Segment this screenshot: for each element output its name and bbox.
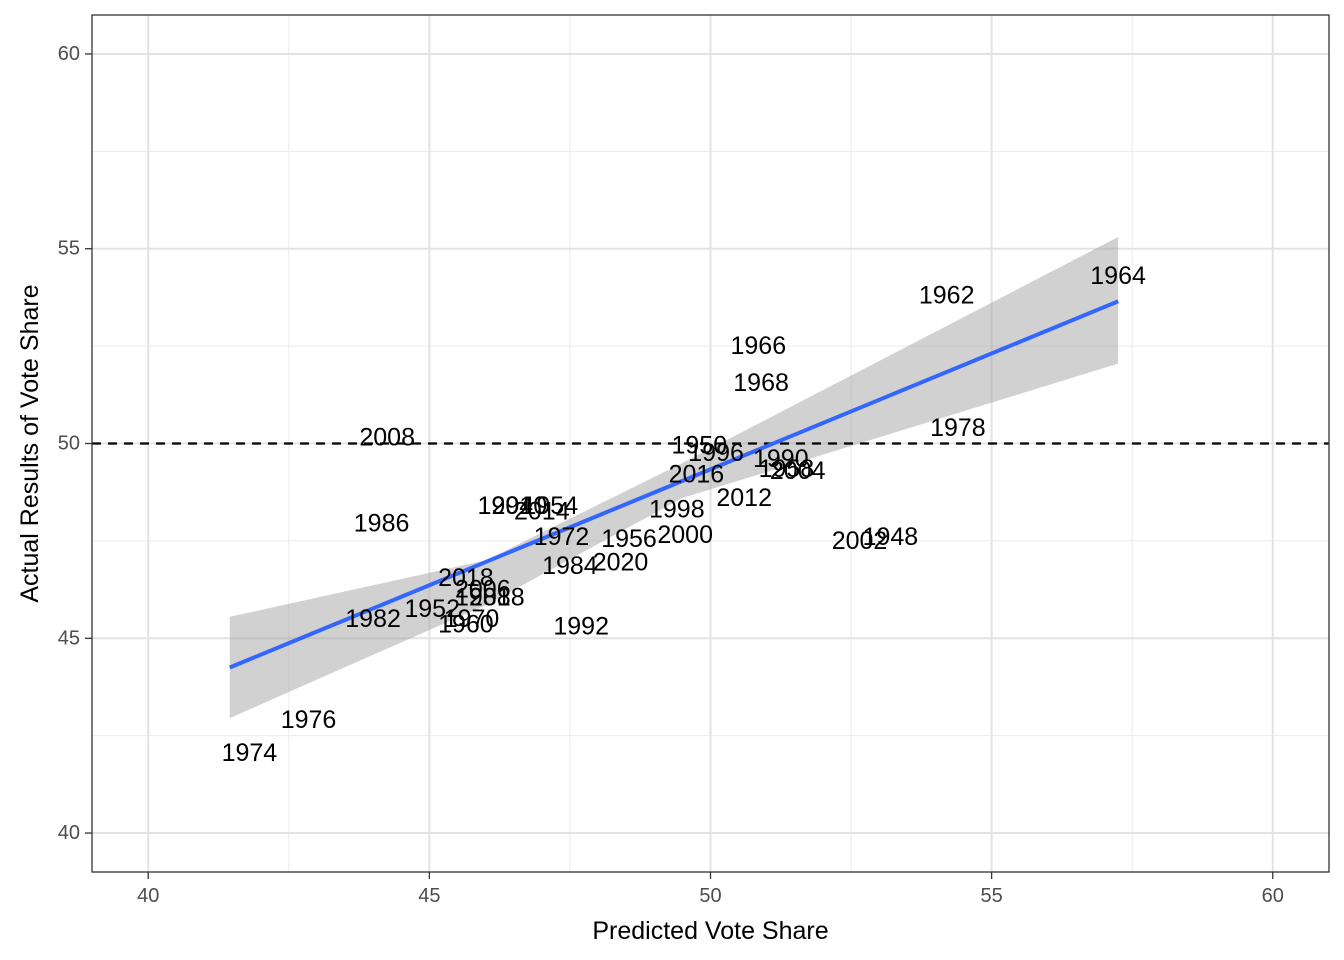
- y-tick-label: 55: [58, 238, 80, 260]
- point-label: 1958: [759, 455, 815, 483]
- point-label: 1992: [553, 613, 609, 641]
- point-label: 2004: [770, 457, 826, 485]
- y-tick-label: 60: [58, 43, 80, 65]
- point-label: 1984: [542, 552, 598, 580]
- point-label: 2018: [469, 583, 525, 611]
- fit-line: [228, 299, 1119, 670]
- point-label: 1964: [1090, 262, 1146, 290]
- point-label: 1962: [919, 282, 975, 310]
- point-label: 2000: [657, 521, 713, 549]
- point-label: 1972: [534, 523, 590, 551]
- fit-line-group: [228, 299, 1119, 670]
- point-label: 2018: [438, 564, 494, 592]
- x-tick-label: 55: [981, 885, 1003, 907]
- point-label: 1948: [863, 523, 919, 551]
- point-label: 1950: [671, 431, 727, 459]
- point-label: 2002: [832, 527, 888, 555]
- point-label: 1976: [281, 706, 337, 734]
- point-label: 1990: [753, 445, 809, 473]
- x-tick-label: 45: [418, 885, 440, 907]
- point-label: 1970: [444, 605, 500, 633]
- x-tick-label: 40: [137, 885, 159, 907]
- y-tick-label: 50: [58, 433, 80, 455]
- point-label: 1994: [477, 492, 533, 520]
- point-label: 2016: [669, 461, 725, 489]
- point-label: 1956: [601, 525, 657, 553]
- point-label: 2008: [359, 424, 415, 452]
- x-tick-label: 60: [1262, 885, 1284, 907]
- point-label: 2012: [716, 484, 772, 512]
- point-label: 1968: [733, 369, 789, 397]
- point-label: 1996: [688, 439, 744, 467]
- point-label: 2014: [514, 498, 570, 526]
- y-tick-label: 40: [58, 822, 80, 844]
- point-label: 2006: [455, 576, 511, 604]
- point-label: 1982: [345, 605, 401, 633]
- point-label: 1998: [649, 496, 705, 524]
- point-label: 1974: [222, 739, 278, 767]
- axes: 40 45 50 55 60 40 45 50 55 60: [58, 43, 1284, 907]
- point-label: 2010: [491, 492, 547, 520]
- confidence-band-area: [229, 237, 1119, 719]
- y-axis-title: Actual Results of Vote Share: [16, 284, 44, 602]
- point-label: 1988: [455, 583, 511, 611]
- point-label: 2020: [593, 548, 649, 576]
- point-label: 1986: [354, 509, 410, 537]
- x-axis-title: Predicted Vote Share: [592, 917, 828, 945]
- x-tick-label: 50: [699, 885, 721, 907]
- point-label: 1954: [522, 492, 578, 520]
- point-label: 1952: [404, 595, 460, 623]
- point-label: 1960: [438, 611, 494, 639]
- point-label: 1966: [730, 332, 786, 360]
- y-tick-label: 45: [58, 627, 80, 649]
- point-label: 1978: [930, 414, 986, 442]
- confidence-band: [229, 237, 1119, 719]
